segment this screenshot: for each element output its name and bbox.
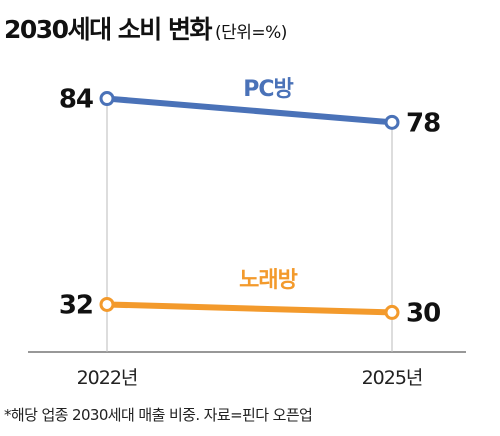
data-label: 84 bbox=[59, 85, 93, 115]
chart-title-text: 2030세대 소비 변화 bbox=[4, 15, 213, 44]
data-point bbox=[99, 296, 115, 312]
data-point bbox=[99, 91, 115, 107]
series-name-label: 노래방 bbox=[239, 268, 297, 293]
x-tick-label: 2025년 bbox=[362, 367, 423, 389]
unit-label: (단위=%) bbox=[215, 23, 287, 43]
footnote: *해당 업종 2030세대 매출 비중. 자료=핀다 오픈업 bbox=[4, 406, 313, 424]
data-label: 78 bbox=[406, 108, 440, 138]
data-point bbox=[384, 114, 400, 130]
chart-title: 2030세대 소비 변화 (단위=%) bbox=[4, 10, 287, 46]
series-line bbox=[104, 301, 395, 316]
chart-series bbox=[99, 91, 400, 320]
data-point bbox=[384, 304, 400, 320]
x-tick-label: 2022년 bbox=[77, 367, 138, 389]
series-line bbox=[104, 95, 395, 126]
chart-labels: 2022년 2025년 84 78 PC방 32 30 노래방 bbox=[59, 77, 441, 389]
chart-guides bbox=[28, 98, 466, 353]
data-label: 30 bbox=[406, 298, 440, 328]
data-label: 32 bbox=[59, 290, 93, 320]
series-name-label: PC방 bbox=[243, 77, 293, 102]
